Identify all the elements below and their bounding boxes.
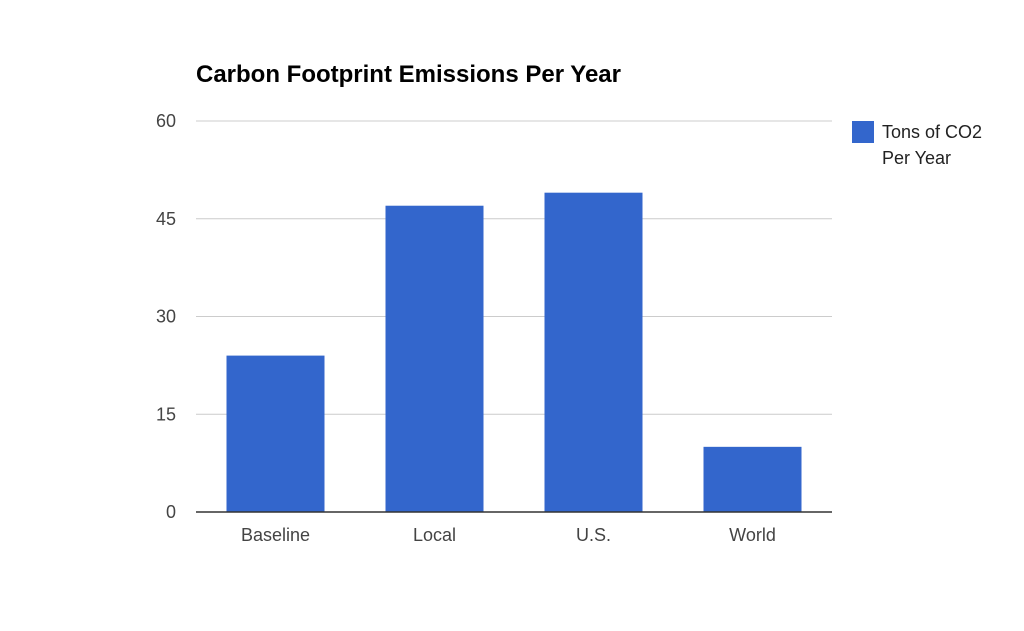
legend-label-line-2: Per Year xyxy=(882,148,951,168)
y-tick-label: 0 xyxy=(166,502,176,522)
legend-swatch xyxy=(852,121,874,143)
y-axis-tick-labels: 0 15 30 45 60 xyxy=(156,111,176,522)
gridlines xyxy=(196,120,832,415)
bar-local xyxy=(385,205,484,512)
legend: Tons of CO2 Per Year xyxy=(852,121,982,168)
x-tick-label: U.S. xyxy=(576,525,611,545)
x-tick-label: World xyxy=(729,525,776,545)
y-tick-label: 15 xyxy=(156,404,176,424)
bar-world xyxy=(703,446,802,512)
bar-u-s xyxy=(544,192,643,512)
x-tick-label: Baseline xyxy=(241,525,310,545)
x-axis-tick-labels: Baseline Local U.S. World xyxy=(241,525,776,545)
y-tick-label: 30 xyxy=(156,307,176,327)
y-tick-label: 60 xyxy=(156,111,176,131)
y-tick-label: 45 xyxy=(156,209,176,229)
x-tick-label: Local xyxy=(413,525,456,545)
bar-baseline xyxy=(226,355,325,512)
chart-title: Carbon Footprint Emissions Per Year xyxy=(196,61,621,88)
bars xyxy=(226,192,802,512)
legend-label-line-1: Tons of CO2 xyxy=(882,122,982,142)
